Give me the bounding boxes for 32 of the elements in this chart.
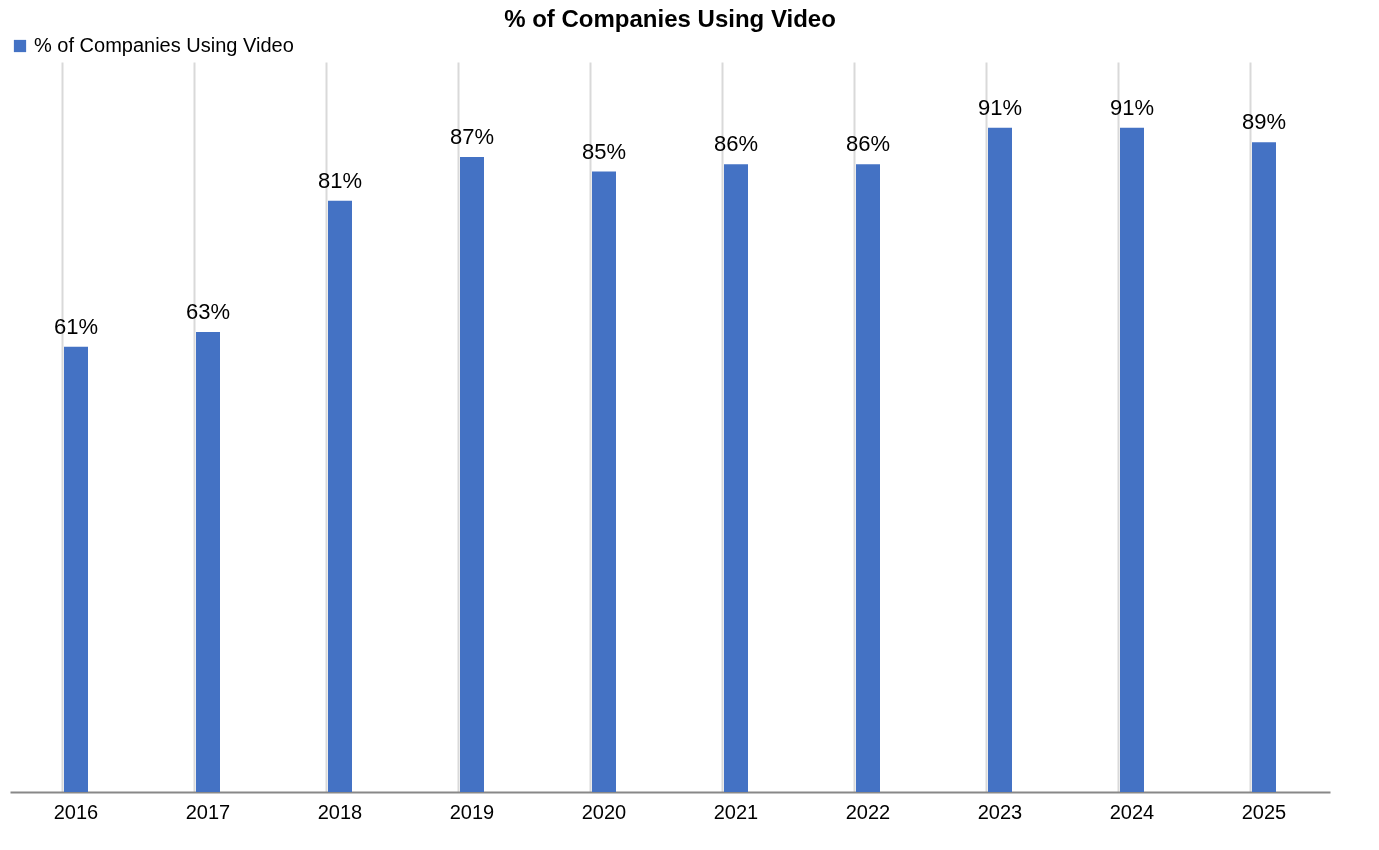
data-label: 61% (53, 313, 99, 339)
x-tick-label: 2017 (185, 800, 231, 823)
bar (856, 164, 880, 792)
x-tick-label: 2019 (449, 800, 495, 823)
x-tick-label: 2024 (1109, 800, 1155, 823)
data-label: 89% (1241, 109, 1287, 135)
bar (724, 164, 748, 792)
x-tick-label: 2016 (53, 800, 99, 823)
data-label: 85% (581, 138, 627, 164)
data-label: 86% (845, 131, 891, 157)
bar (460, 156, 484, 792)
data-label: 87% (449, 123, 495, 149)
bar (196, 332, 220, 792)
chart-title: % of Companies Using Video (504, 5, 836, 32)
data-label: 86% (713, 131, 759, 157)
x-tick-label: 2023 (977, 800, 1023, 823)
legend-label: % of Companies Using Video (34, 34, 294, 56)
data-label: 81% (317, 167, 363, 193)
x-tick-label: 2018 (317, 800, 363, 823)
bar (1120, 127, 1144, 792)
bar (988, 127, 1012, 792)
bar (1252, 142, 1276, 792)
bar (328, 200, 352, 792)
bar (64, 346, 88, 792)
data-label: 63% (185, 299, 231, 325)
x-tick-label: 2020 (581, 800, 627, 823)
x-tick-label: 2022 (845, 800, 891, 823)
data-label: 91% (977, 94, 1023, 120)
bar (592, 171, 616, 792)
data-label: 91% (1109, 94, 1155, 120)
x-tick-label: 2021 (713, 800, 759, 823)
x-tick-label: 2025 (1241, 800, 1287, 823)
